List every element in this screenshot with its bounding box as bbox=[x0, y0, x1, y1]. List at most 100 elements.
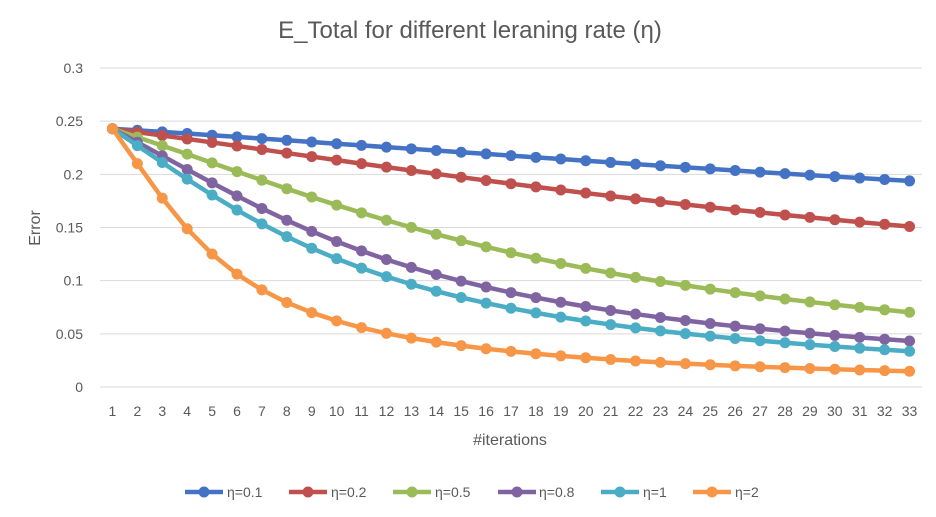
data-point bbox=[256, 133, 268, 145]
data-point bbox=[256, 202, 268, 214]
x-tick-label: 16 bbox=[478, 403, 494, 419]
data-point bbox=[779, 362, 791, 374]
data-point bbox=[231, 140, 243, 152]
data-point bbox=[530, 292, 542, 304]
data-point bbox=[530, 181, 542, 193]
legend-label: η=0.2 bbox=[331, 484, 367, 500]
data-point bbox=[106, 123, 118, 135]
y-tick-label: 0.3 bbox=[64, 60, 84, 76]
data-point bbox=[206, 157, 218, 169]
data-point bbox=[829, 299, 841, 311]
x-tick-label: 15 bbox=[453, 403, 469, 419]
data-point bbox=[679, 315, 691, 327]
x-tick-label: 9 bbox=[308, 403, 316, 419]
data-point bbox=[605, 304, 617, 316]
data-point bbox=[580, 262, 592, 274]
data-point bbox=[455, 146, 467, 158]
data-point bbox=[430, 168, 442, 180]
x-tick-label: 19 bbox=[553, 403, 569, 419]
data-point bbox=[605, 156, 617, 168]
data-point bbox=[804, 362, 816, 374]
data-point bbox=[779, 168, 791, 180]
data-point bbox=[331, 138, 343, 150]
data-point bbox=[380, 141, 392, 153]
x-axis-tick-labels: 1 2 3 4 5 6 7 8 9 10 11 12 13 14 15 16 17 18 19 20 21 22 23 24 2… bbox=[109, 403, 918, 419]
data-point bbox=[879, 218, 891, 230]
data-point bbox=[654, 160, 666, 172]
data-point bbox=[879, 304, 891, 316]
data-point bbox=[754, 166, 766, 178]
data-point bbox=[281, 134, 293, 146]
x-tick-label: 27 bbox=[752, 403, 768, 419]
data-point bbox=[405, 332, 417, 344]
legend-item: η=1 bbox=[601, 484, 667, 500]
data-point bbox=[679, 328, 691, 340]
data-point bbox=[505, 150, 517, 162]
data-point bbox=[854, 172, 866, 184]
data-point bbox=[630, 193, 642, 205]
data-point bbox=[281, 183, 293, 195]
data-point bbox=[654, 311, 666, 323]
data-point bbox=[555, 350, 567, 362]
data-point bbox=[704, 318, 716, 330]
x-tick-label: 24 bbox=[678, 403, 694, 419]
data-point bbox=[505, 302, 517, 314]
data-point bbox=[804, 327, 816, 339]
data-point bbox=[704, 330, 716, 342]
data-point bbox=[156, 130, 168, 142]
data-point bbox=[754, 290, 766, 302]
data-point bbox=[306, 307, 318, 319]
legend-label: η=1 bbox=[643, 484, 667, 500]
data-point bbox=[729, 360, 741, 372]
x-tick-label: 8 bbox=[283, 403, 291, 419]
data-point bbox=[729, 320, 741, 332]
data-point bbox=[729, 287, 741, 299]
x-tick-label: 33 bbox=[902, 403, 918, 419]
data-point bbox=[231, 166, 243, 178]
data-point bbox=[555, 153, 567, 165]
data-point bbox=[704, 201, 716, 213]
gridlines bbox=[100, 67, 922, 388]
data-point bbox=[804, 211, 816, 223]
data-point bbox=[356, 158, 368, 170]
y-tick-label: 0.2 bbox=[64, 166, 84, 182]
data-point bbox=[455, 291, 467, 303]
data-point bbox=[580, 352, 592, 364]
data-point bbox=[430, 268, 442, 280]
y-tick-label: 0.1 bbox=[64, 273, 84, 289]
data-point bbox=[455, 235, 467, 247]
y-tick-label: 0.05 bbox=[56, 326, 83, 342]
data-point bbox=[356, 262, 368, 274]
x-axis-label: #iterations bbox=[473, 432, 547, 449]
data-point bbox=[779, 337, 791, 349]
data-point bbox=[530, 151, 542, 163]
legend: η=0.1 η=0.2 η=0.5 η=0.8 η=1 η=2 bbox=[185, 484, 759, 500]
data-point bbox=[555, 257, 567, 269]
data-point bbox=[306, 191, 318, 203]
x-tick-label: 6 bbox=[233, 403, 241, 419]
data-point bbox=[430, 336, 442, 348]
data-point bbox=[380, 214, 392, 226]
data-point bbox=[306, 136, 318, 148]
legend-label: η=0.8 bbox=[539, 484, 575, 500]
data-point bbox=[405, 221, 417, 233]
data-point bbox=[654, 325, 666, 337]
data-point bbox=[131, 158, 143, 170]
x-tick-label: 20 bbox=[578, 403, 594, 419]
data-point bbox=[405, 261, 417, 273]
data-point bbox=[505, 178, 517, 190]
data-point bbox=[306, 151, 318, 163]
data-point bbox=[530, 252, 542, 264]
legend-item: η=0.1 bbox=[185, 484, 263, 500]
data-point bbox=[854, 301, 866, 313]
data-point bbox=[181, 148, 193, 160]
x-tick-label: 3 bbox=[158, 403, 166, 419]
data-point bbox=[231, 190, 243, 202]
data-point bbox=[480, 175, 492, 187]
data-point bbox=[455, 340, 467, 352]
chart-title: E_Total for different leraning rate (η) bbox=[278, 17, 662, 44]
data-point bbox=[580, 187, 592, 199]
data-point bbox=[281, 231, 293, 243]
data-point bbox=[380, 271, 392, 283]
data-point bbox=[430, 285, 442, 297]
